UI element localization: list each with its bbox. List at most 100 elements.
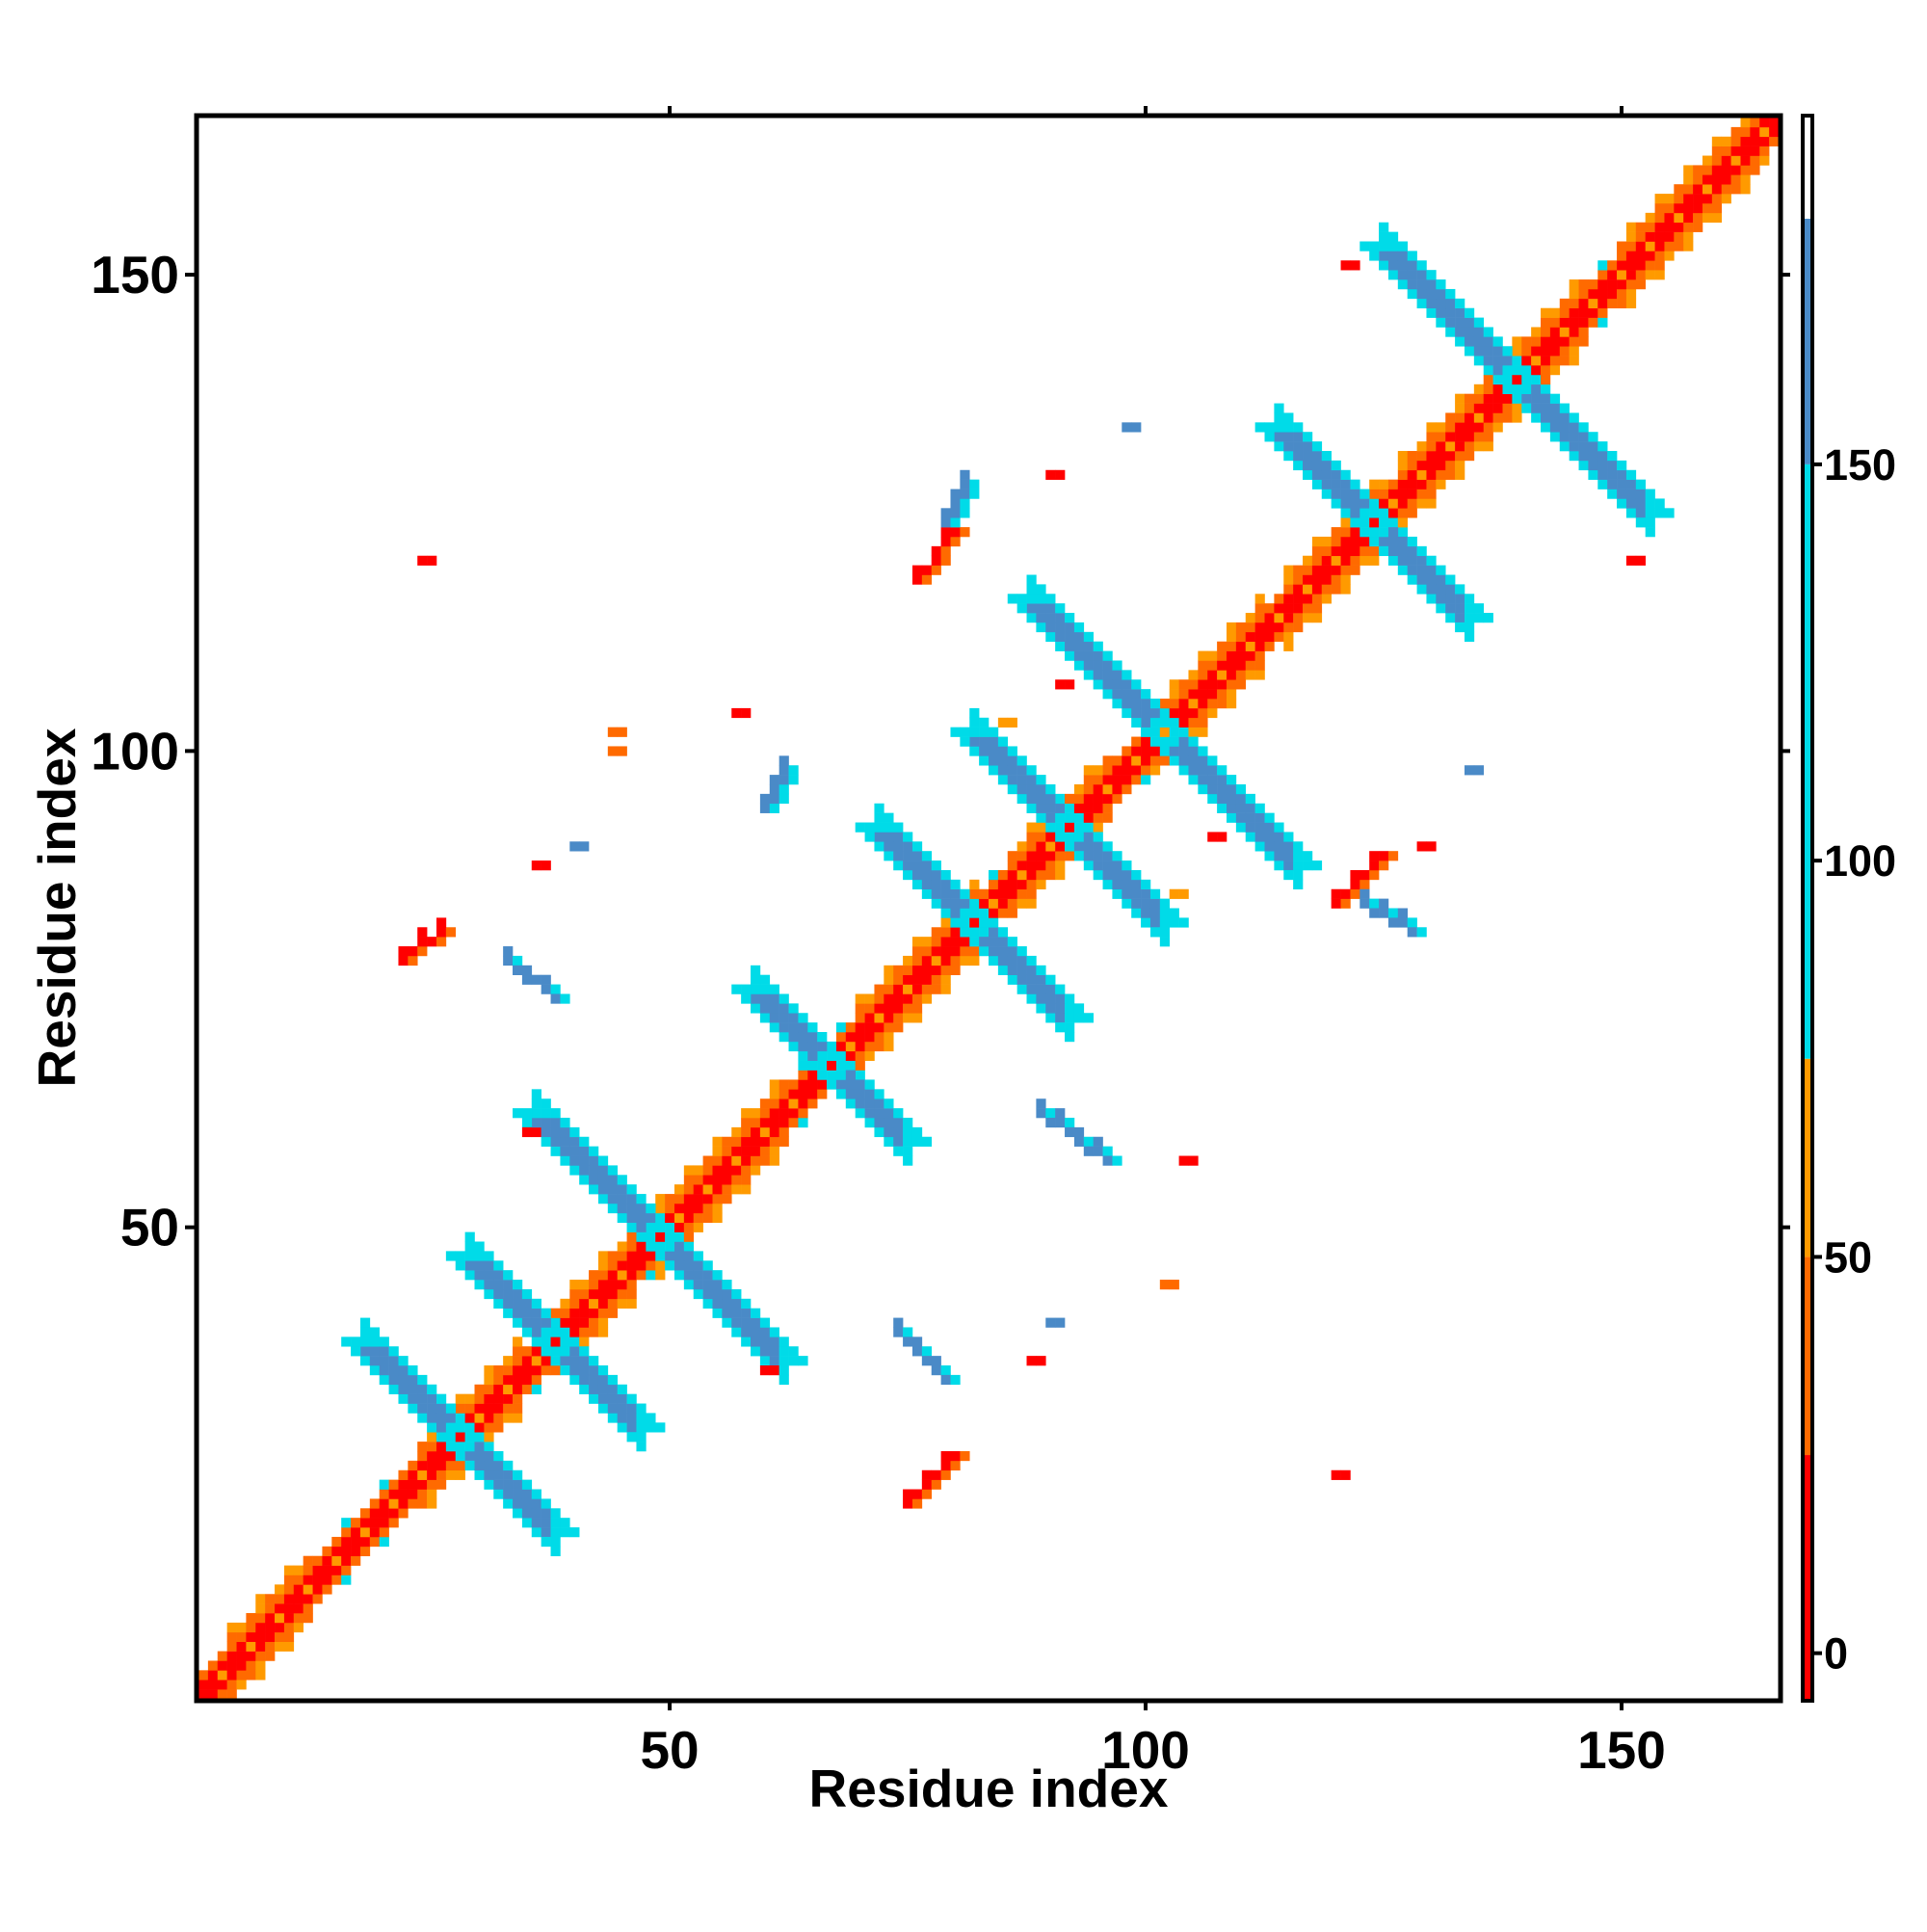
heatmap-cell (893, 1003, 904, 1014)
heatmap-cell (693, 1288, 703, 1300)
heatmap-cell (950, 927, 961, 938)
heatmap-cell (1254, 812, 1265, 823)
heatmap-cell (388, 1479, 399, 1490)
heatmap-cell (903, 1117, 913, 1128)
heatmap-cell (560, 1317, 570, 1328)
heatmap-cell (1578, 279, 1589, 290)
heatmap-cell (1387, 851, 1399, 861)
heatmap-cell (626, 1422, 637, 1433)
heatmap-cell (1159, 727, 1171, 737)
heatmap-cell (741, 1327, 752, 1337)
heatmap-cell (693, 1203, 703, 1214)
heatmap-cell (1065, 641, 1075, 651)
heatmap-cell (283, 1631, 295, 1642)
heatmap-cell (1217, 670, 1227, 680)
heatmap-cell (1387, 555, 1399, 566)
heatmap-cell (903, 1498, 913, 1509)
heatmap-cell (1607, 279, 1618, 290)
heatmap-cell (474, 1241, 485, 1252)
heatmap-cell (597, 1194, 609, 1204)
heatmap-cell (1407, 279, 1417, 290)
heatmap-cell (950, 517, 961, 528)
heatmap-cell (1492, 365, 1503, 376)
heatmap-cell (1169, 917, 1179, 928)
heatmap-cell (903, 1337, 913, 1347)
heatmap-cell (855, 822, 865, 833)
heatmap-cell (331, 1536, 342, 1548)
heatmap-cell (751, 993, 761, 1004)
heatmap-cell (1112, 851, 1122, 861)
heatmap-cell (1359, 888, 1370, 899)
heatmap-cell (1436, 469, 1446, 480)
heatmap-cell (1178, 699, 1189, 709)
heatmap-cell (1016, 955, 1027, 966)
heatmap-cell (1464, 631, 1475, 643)
heatmap-cell (597, 1270, 609, 1281)
heatmap-cell (931, 860, 941, 871)
heatmap-cell (1198, 755, 1208, 766)
heatmap-cell (1455, 450, 1465, 462)
heatmap-cell (1702, 165, 1713, 175)
heatmap-cell (1693, 202, 1703, 214)
heatmap-cell (1045, 594, 1056, 604)
heatmap-cell (1464, 603, 1475, 614)
heatmap-cell (1131, 755, 1142, 766)
heatmap-cell (997, 746, 1009, 756)
heatmap-cell (1264, 822, 1275, 833)
heatmap-cell (1178, 755, 1189, 766)
heatmap-cell (683, 1165, 695, 1176)
heatmap-cell (1283, 441, 1294, 452)
heatmap-cell (427, 555, 437, 566)
heatmap-cell (207, 1660, 219, 1671)
heatmap-cell (864, 1089, 875, 1099)
heatmap-cell (1178, 727, 1189, 737)
heatmap-cell (1149, 727, 1161, 737)
heatmap-cell (969, 479, 980, 490)
heatmap-cell (607, 1393, 618, 1404)
heatmap-cell (989, 955, 999, 966)
heatmap-cell (408, 1479, 418, 1490)
heatmap-cell (1188, 707, 1199, 719)
heatmap-cell (1026, 775, 1037, 785)
heatmap-cell (1340, 555, 1351, 566)
heatmap-cell (1331, 536, 1341, 547)
heatmap-cell (503, 1403, 514, 1414)
heatmap-cell (503, 1298, 514, 1309)
heatmap-cell (1016, 841, 1027, 852)
heatmap-cell (1607, 288, 1618, 300)
heatmap-cell (1597, 298, 1608, 309)
heatmap-cell (1026, 783, 1037, 795)
heatmap-cell (626, 1194, 637, 1204)
heatmap-cell (1055, 631, 1066, 643)
heatmap-cell (884, 974, 894, 985)
heatmap-cell (1569, 346, 1579, 357)
heatmap-cell (827, 1041, 837, 1052)
heatmap-cell (1473, 422, 1485, 433)
heatmap-cell (1321, 594, 1332, 604)
heatmap-cell (1007, 594, 1017, 604)
heatmap-cell (1426, 422, 1437, 433)
heatmap-cell (921, 869, 933, 881)
heatmap-cell (1073, 1003, 1085, 1014)
heatmap-cell (1407, 536, 1417, 547)
heatmap-cell (1455, 307, 1465, 318)
heatmap-cell (1693, 165, 1703, 175)
heatmap-cell (597, 1384, 609, 1394)
heatmap-cell (1711, 212, 1723, 224)
heatmap-cell (1569, 327, 1579, 337)
heatmap-cell (1159, 917, 1171, 928)
heatmap-cell (1559, 412, 1570, 423)
heatmap-cell (817, 1079, 828, 1090)
heatmap-cell (884, 1108, 894, 1119)
heatmap-cell (626, 1251, 637, 1261)
heatmap-cell (1217, 793, 1227, 805)
heatmap-cell (1369, 508, 1380, 518)
heatmap-cell (626, 1241, 637, 1252)
heatmap-cell (1065, 1003, 1075, 1014)
heatmap-cell (884, 993, 894, 1004)
heatmap-cell (1131, 908, 1142, 918)
heatmap-cell (989, 746, 999, 756)
heatmap-cell (921, 955, 933, 966)
heatmap-cell (493, 1288, 504, 1300)
heatmap-cell (1379, 260, 1389, 271)
